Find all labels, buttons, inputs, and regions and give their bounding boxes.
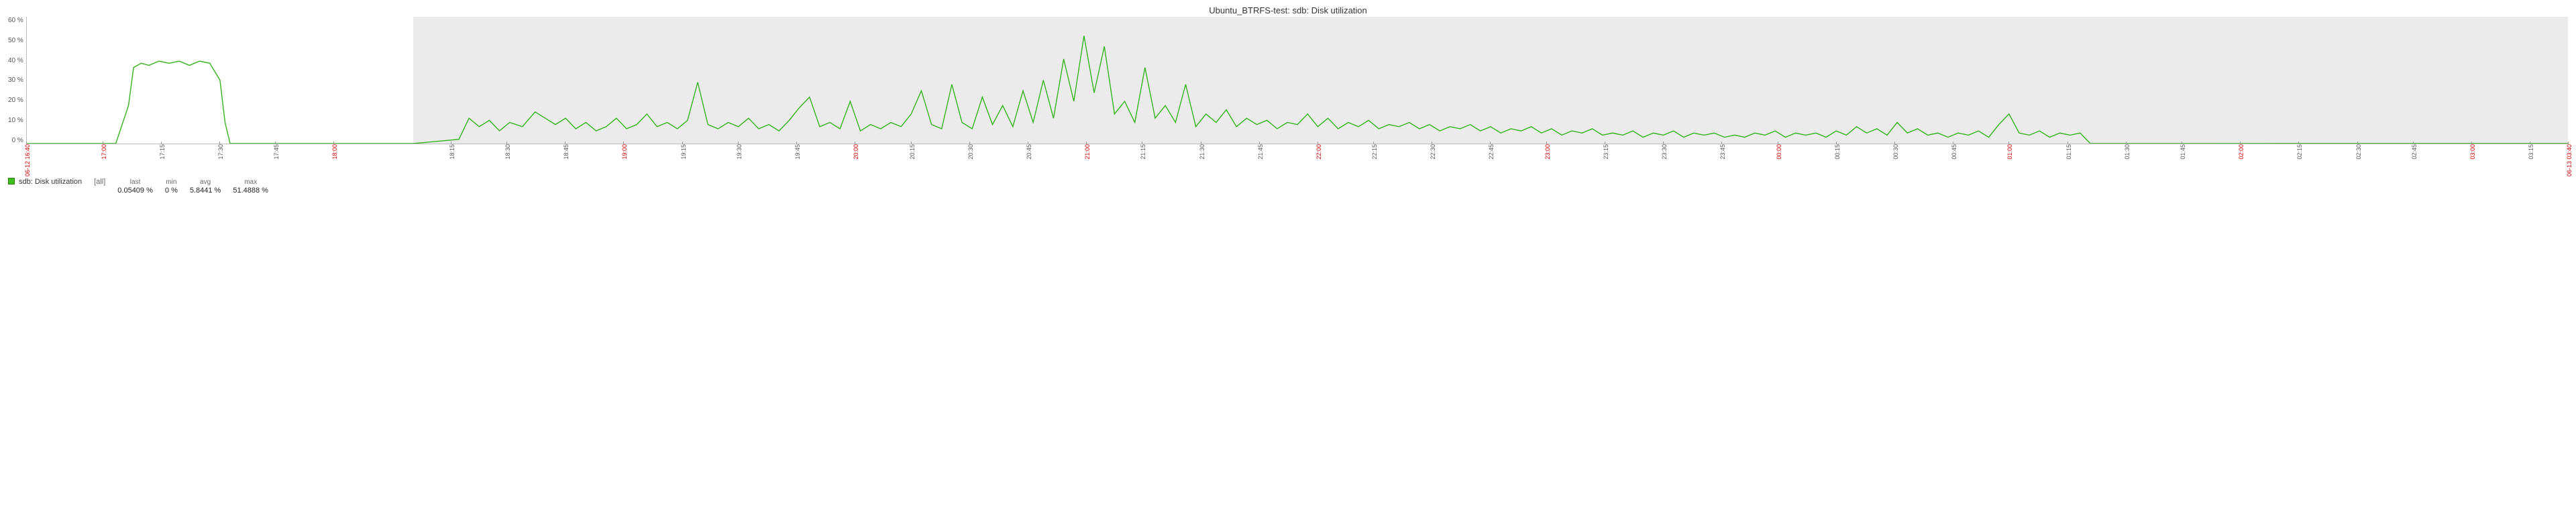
legend-series: sdb: Disk utilization — [8, 178, 82, 186]
x-tick-label: 02:15 — [2296, 144, 2303, 160]
x-tick-label: 02:45 — [2411, 144, 2418, 160]
stat-max-header: max — [244, 178, 257, 187]
x-tick-label: 01:45 — [2180, 144, 2186, 160]
x-axis: 06-12 16:40 17:00 17:15 17:30 17:45 18:00 18:1… — [26, 144, 2568, 175]
series-line — [27, 17, 2568, 144]
stat-avg: avg 5.8441 % — [190, 178, 221, 195]
x-tick-label: 22:30 — [1430, 144, 1436, 160]
y-tick-label: 20 % — [8, 97, 23, 104]
stat-min-value: 0 % — [165, 187, 178, 195]
x-tick-label: 20:00 — [853, 144, 859, 160]
x-tick-label: 21:15 — [1140, 144, 1146, 160]
x-tick-label: 00:45 — [1951, 144, 1957, 160]
y-tick-label: 40 % — [8, 57, 23, 64]
x-tick-label: 20:30 — [967, 144, 974, 160]
x-tick-label: 18:00 — [331, 144, 338, 160]
x-tick-label: 19:15 — [680, 144, 687, 160]
chart-container: Ubuntu_BTRFS-test: sdb: Disk utilization… — [8, 5, 2568, 195]
x-tick-label: 01:15 — [2065, 144, 2072, 160]
x-tick-label: 01:00 — [2006, 144, 2013, 160]
legend-aggregation: [all] — [94, 178, 105, 186]
x-tick-label: 22:45 — [1488, 144, 1495, 160]
x-tick-label: 22:00 — [1316, 144, 1322, 160]
x-tick-label: 19:45 — [794, 144, 801, 160]
x-tick-label: 20:15 — [909, 144, 916, 160]
x-tick-label: 19:30 — [736, 144, 743, 160]
x-tick-label: 03:15 — [2528, 144, 2534, 160]
x-tick-label: 23:15 — [1603, 144, 1609, 160]
x-tick-label: 00:15 — [1834, 144, 1841, 160]
stat-min: min 0 % — [165, 178, 178, 195]
x-tick-label: 18:15 — [449, 144, 455, 160]
y-tick-label: 60 % — [8, 17, 23, 24]
legend-row: sdb: Disk utilization [all] last 0.05409… — [8, 178, 2568, 195]
stat-avg-value: 5.8441 % — [190, 187, 221, 195]
x-tick-label: 21:45 — [1257, 144, 1264, 160]
x-tick-label: 18:45 — [563, 144, 570, 160]
x-tick-label: 03:00 — [2469, 144, 2476, 160]
y-axis: 60 % 50 % 40 % 30 % 20 % 10 % 0 % — [8, 17, 26, 144]
y-tick-label: 0 % — [12, 137, 23, 144]
x-tick-label: 19:00 — [621, 144, 628, 160]
x-tick-label: 23:30 — [1661, 144, 1668, 160]
plot-row: 60 % 50 % 40 % 30 % 20 % 10 % 0 % — [8, 17, 2568, 144]
stat-last: last 0.05409 % — [117, 178, 153, 195]
stat-avg-header: avg — [200, 178, 211, 187]
y-tick-label: 10 % — [8, 117, 23, 124]
stat-max-value: 51.4888 % — [233, 187, 268, 195]
x-tick-label: 23:00 — [1544, 144, 1551, 160]
x-tick-label: 21:00 — [1084, 144, 1091, 160]
x-tick-label: 06-12 16:40 — [24, 144, 31, 176]
x-tick-label: 02:30 — [2355, 144, 2362, 160]
x-tick-label: 18:30 — [504, 144, 511, 160]
stat-min-header: min — [166, 178, 176, 187]
stat-max: max 51.4888 % — [233, 178, 268, 195]
x-tick-label: 23:45 — [1719, 144, 1726, 160]
chart-title: Ubuntu_BTRFS-test: sdb: Disk utilization — [8, 5, 2568, 15]
plot-area[interactable] — [26, 17, 2568, 144]
legend-series-label: sdb: Disk utilization — [19, 178, 82, 186]
stat-last-header: last — [130, 178, 141, 187]
x-tick-label: 01:30 — [2124, 144, 2131, 160]
x-tick-label: 00:00 — [1776, 144, 1782, 160]
x-tick-label: 21:30 — [1199, 144, 1205, 160]
x-tick-label: 02:00 — [2238, 144, 2245, 160]
y-tick-label: 30 % — [8, 76, 23, 84]
stat-last-value: 0.05409 % — [117, 187, 153, 195]
x-tick-label: 17:00 — [101, 144, 107, 160]
x-tick-label: 22:15 — [1371, 144, 1378, 160]
x-tick-label: 17:15 — [159, 144, 166, 160]
x-tick-label: 17:45 — [273, 144, 280, 160]
legend-swatch — [8, 178, 15, 184]
y-tick-label: 50 % — [8, 37, 23, 44]
x-tick-label: 06-13 03:40 — [2566, 144, 2573, 176]
x-tick-label: 20:45 — [1026, 144, 1032, 160]
x-tick-label: 00:30 — [1892, 144, 1899, 160]
x-tick-label: 17:30 — [217, 144, 224, 160]
